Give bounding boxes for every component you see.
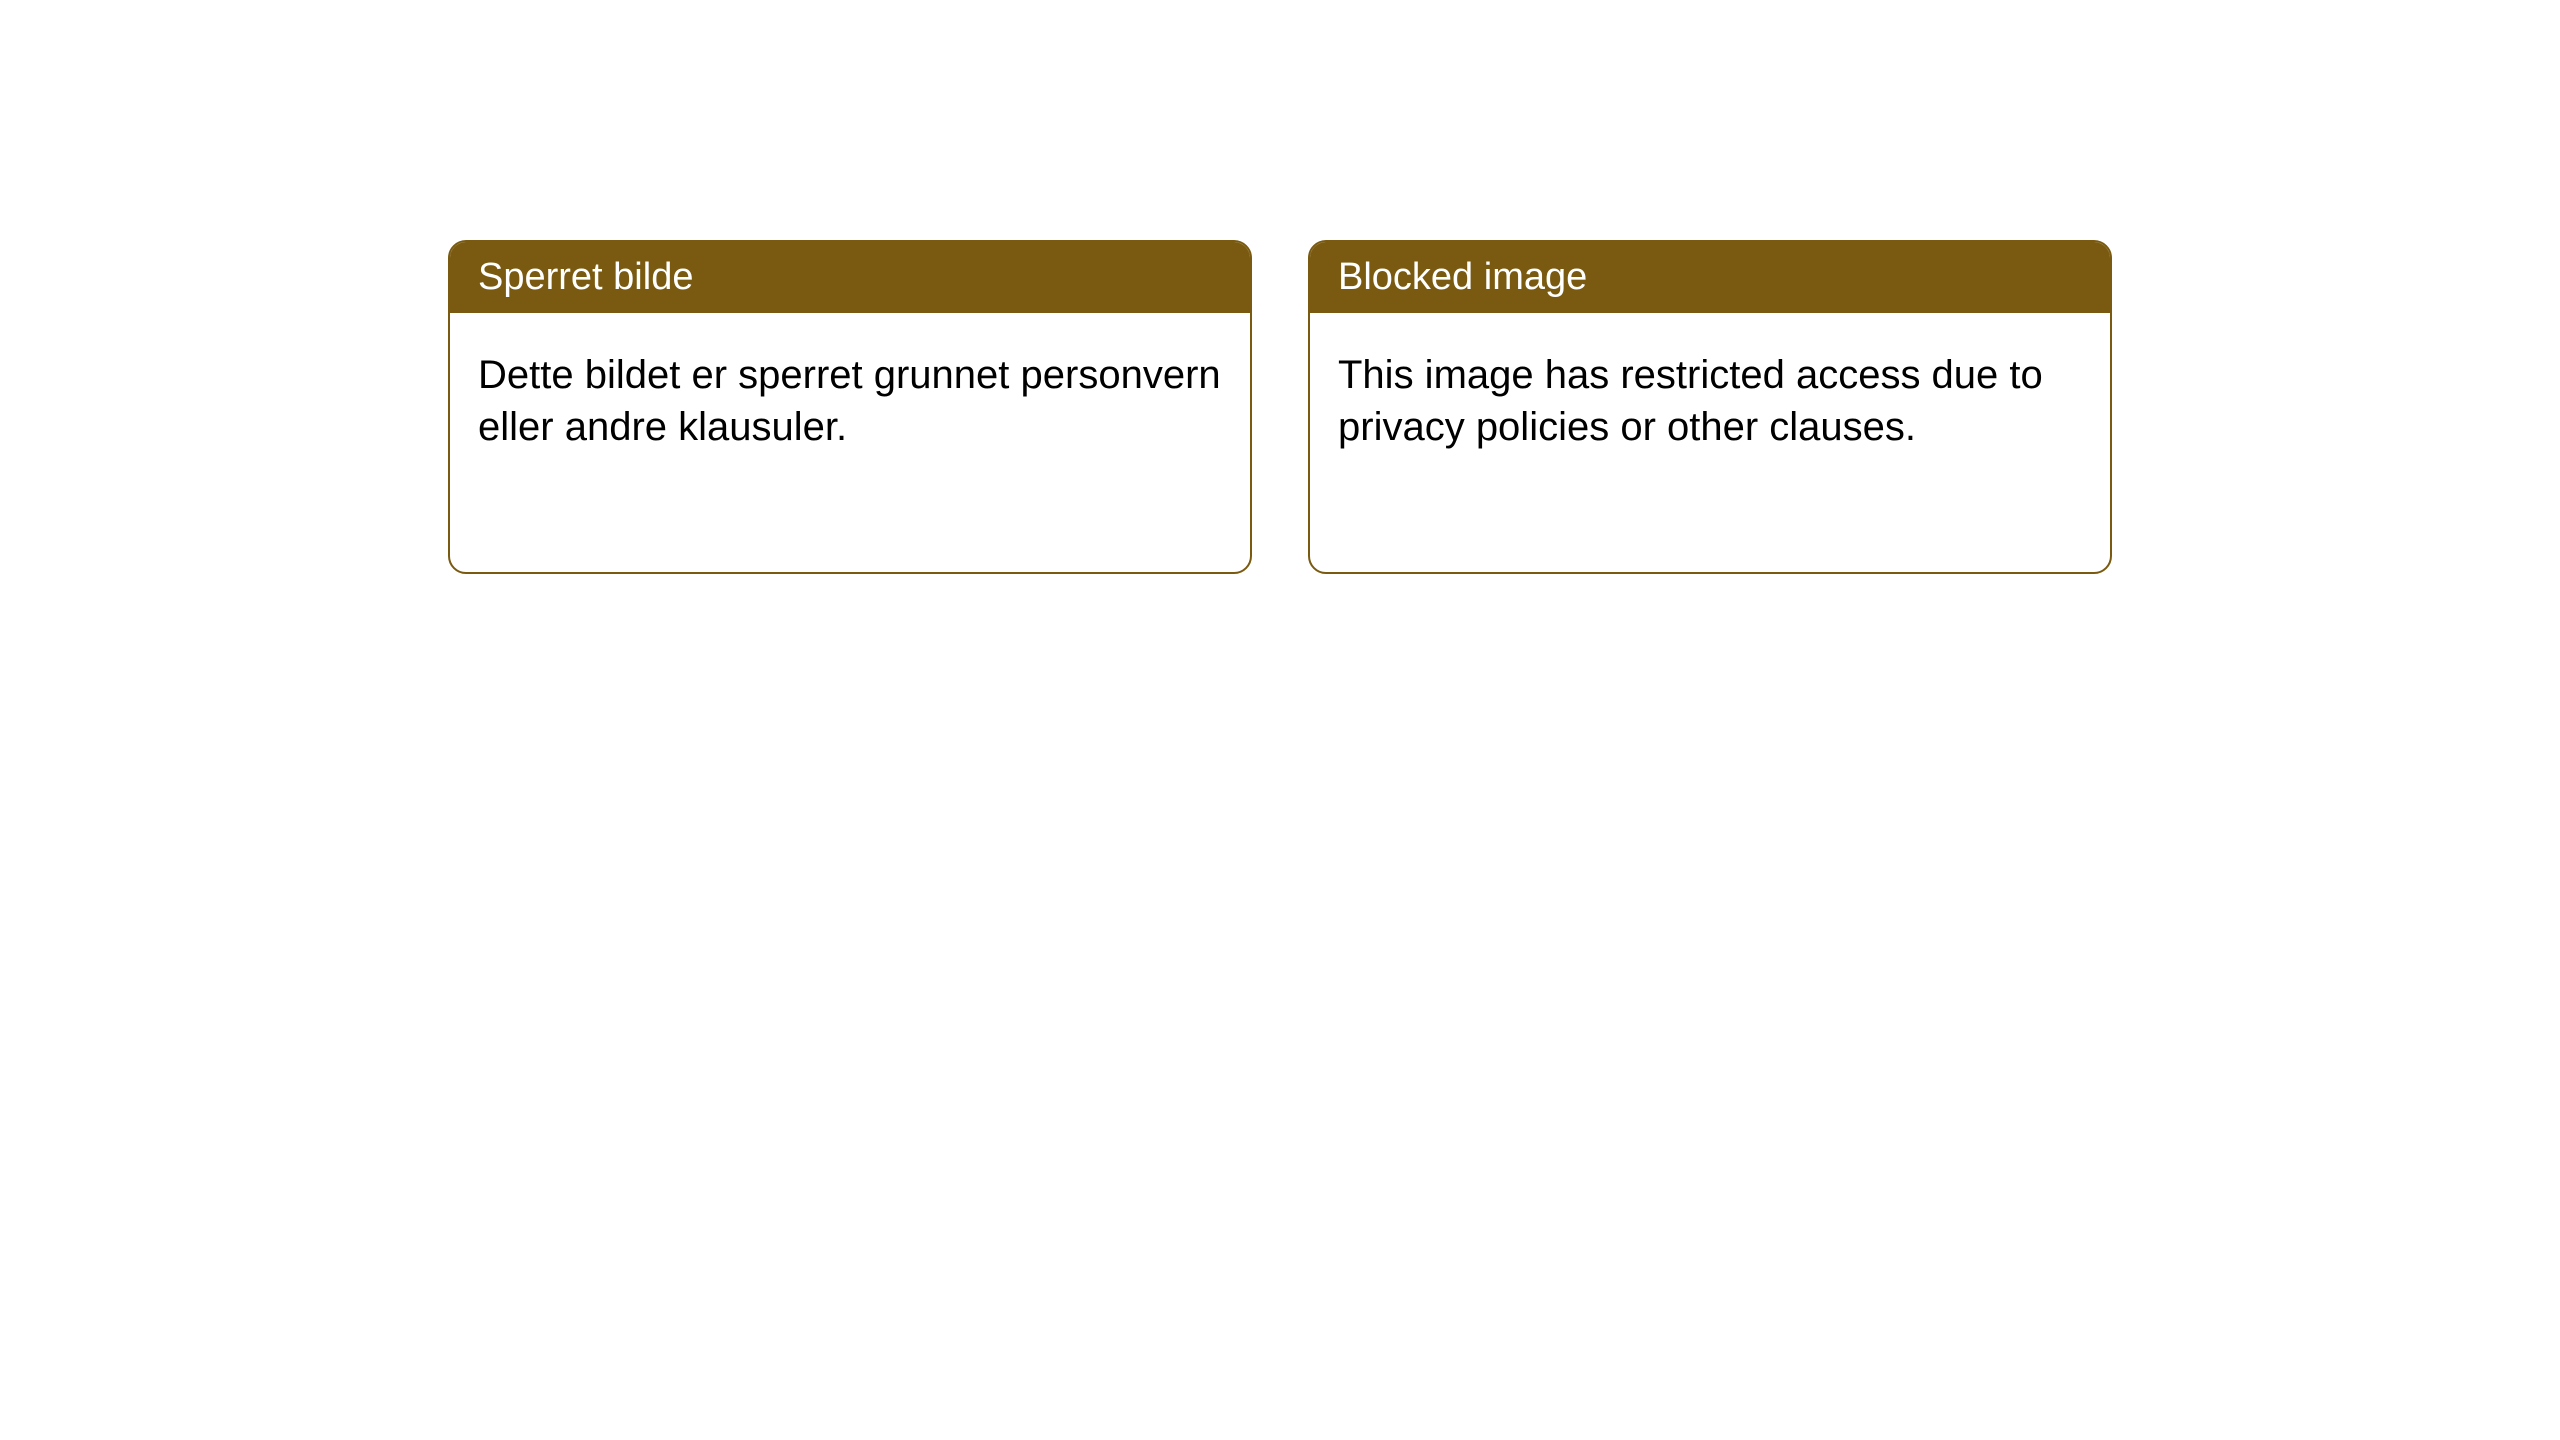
- notice-container: Sperret bilde Dette bildet er sperret gr…: [448, 240, 2112, 574]
- card-title-norwegian: Sperret bilde: [478, 256, 693, 298]
- card-header-english: Blocked image: [1310, 242, 2110, 313]
- notice-card-norwegian: Sperret bilde Dette bildet er sperret gr…: [448, 240, 1252, 574]
- card-text-english: This image has restricted access due to …: [1338, 353, 2043, 449]
- card-body-english: This image has restricted access due to …: [1310, 313, 2110, 489]
- card-header-norwegian: Sperret bilde: [450, 242, 1250, 313]
- card-text-norwegian: Dette bildet er sperret grunnet personve…: [478, 353, 1221, 449]
- card-body-norwegian: Dette bildet er sperret grunnet personve…: [450, 313, 1250, 489]
- card-title-english: Blocked image: [1338, 256, 1587, 298]
- notice-card-english: Blocked image This image has restricted …: [1308, 240, 2112, 574]
